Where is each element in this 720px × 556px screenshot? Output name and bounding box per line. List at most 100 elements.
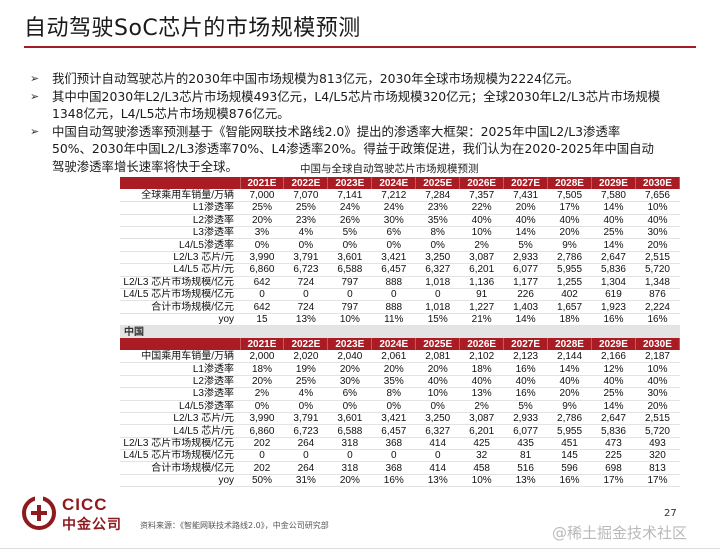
table-cell: 40% (547, 375, 592, 389)
bullet-line: 中国自动驾驶渗透率预测基于《智能网联技术路线2.0》提出的渗透率大框架：2025… (52, 123, 621, 139)
table-cell: 1,348 (635, 276, 680, 290)
table-cell: 25% (591, 226, 636, 240)
bullet-item: ➢ 其中中国2030年L2/L3芯片市场规模493亿元，L4/L5芯片市场规模32… (30, 88, 690, 123)
row-label: L4/L5 芯片市场规模/亿元 (120, 288, 240, 302)
logo-text-cn: 中金公司 (62, 517, 122, 533)
table-cell: 40% (547, 214, 592, 228)
table-cell: 619 (591, 288, 636, 302)
table-cell: 20% (327, 474, 372, 488)
table-row: L4/L5 芯片/元 6,860 6,723 6,588 6,457 6,327 6,201… (120, 263, 680, 277)
table-cell: 5,836 (591, 263, 636, 277)
year-header-cell: 2022E (283, 338, 329, 351)
header-blank-cell (120, 177, 241, 190)
table-row: L2渗透率 20% 23% 26% 30% 35% 40% 40% 40% 40% 40% (120, 214, 680, 228)
table-cell: 16% (503, 362, 548, 376)
row-label: 全球乘用车销量/万辆 (120, 189, 240, 203)
table-cell: 1,657 (547, 300, 592, 314)
row-label: 合计市场规模/亿元 (120, 461, 240, 475)
table-cell: 797 (327, 276, 372, 290)
table-cell: 50% (240, 474, 284, 488)
table-cell: 5,720 (635, 424, 680, 438)
table-cell: 888 (371, 300, 416, 314)
table-cell: 6,077 (503, 424, 548, 438)
table-cell: 7,070 (283, 189, 328, 203)
table-cell: 20% (547, 387, 592, 401)
table-cell: 5,720 (635, 263, 680, 277)
table-cell: 0 (283, 449, 328, 463)
table-row: L4/L5 芯片市场规模/亿元 0 0 0 0 0 91 226 402 619 876 (120, 288, 680, 302)
table-cell: 6,457 (371, 424, 416, 438)
table-row: 中国乘用车销量/万辆 2,000 2,020 2,040 2,061 2,081 2,102… (120, 350, 680, 364)
bullet-arrow-icon: ➢ (30, 72, 40, 85)
table-cell: 6,588 (327, 263, 372, 277)
table-cell: 13% (415, 474, 460, 488)
table-cell: 3,990 (240, 251, 284, 265)
table-cell: 24% (371, 201, 416, 215)
bullet-line: 1348亿元，L4/L5芯片市场规模876亿元。 (52, 106, 290, 121)
table-cell: 797 (327, 300, 372, 314)
table-cell: 3,791 (283, 412, 328, 426)
table-cell: 20% (240, 375, 284, 389)
table-cell: 6,327 (415, 263, 460, 277)
table-cell: 6,860 (240, 424, 284, 438)
table-cell: 2,933 (503, 251, 548, 265)
table-cell: 473 (591, 437, 636, 451)
table-cell: 10% (459, 226, 504, 240)
cicc-logo-icon (22, 496, 56, 530)
row-label: L2/L3 芯片市场规模/亿元 (120, 437, 240, 451)
table-cell: 16% (635, 313, 680, 327)
table-cell: 30% (371, 214, 416, 228)
table-cell: 3,421 (371, 412, 416, 426)
table-cell: 2,224 (635, 300, 680, 314)
table-cell: 15 (240, 313, 284, 327)
section-row-china: 中国 (120, 325, 680, 339)
table-cell: 3,250 (415, 412, 460, 426)
table-cell: 40% (459, 214, 504, 228)
table-cell: 2,647 (591, 251, 636, 265)
table-cell: 9% (547, 400, 592, 413)
table-cell: 3,087 (459, 412, 504, 426)
table-cell: 0 (371, 449, 416, 463)
table-cell: 0% (415, 400, 460, 413)
table-cell: 35% (371, 375, 416, 389)
table-cell: 10% (327, 313, 372, 327)
table-cell: 1,403 (503, 300, 548, 314)
year-header-cell: 2025E (415, 338, 461, 351)
table-cell: 1,255 (547, 276, 592, 290)
table-cell: 724 (283, 300, 328, 314)
table-cell: 3,601 (327, 412, 372, 426)
table-cell: 0% (327, 238, 372, 252)
table-cell: 1,923 (591, 300, 636, 314)
table-cell: 3,601 (327, 251, 372, 265)
table-cell: 7,431 (503, 189, 548, 203)
year-header-cell: 2027E (503, 177, 549, 190)
year-header-cell: 2021E (240, 177, 285, 190)
bullet-item: ➢ 中国自动驾驶渗透率预测基于《智能网联技术路线2.0》提出的渗透率大框架：202… (30, 123, 690, 176)
section-label: 中国 (120, 325, 680, 339)
table-cell: 12% (591, 362, 636, 376)
table-cell: 40% (503, 214, 548, 228)
row-label: yoy (120, 313, 240, 327)
table-cell: 0 (415, 288, 460, 302)
table-row: L2/L3 芯片/元 3,990 3,791 3,601 3,421 3,250 3,087… (120, 251, 680, 265)
table-cell: 435 (503, 437, 548, 451)
table-cell: 0 (371, 288, 416, 302)
table-cell: 3% (240, 226, 284, 240)
table-cell: 320 (635, 449, 680, 463)
table-cell: 20% (415, 362, 460, 376)
table-cell: 40% (415, 375, 460, 389)
table-cell: 516 (503, 461, 548, 475)
table-cell: 21% (459, 313, 504, 327)
table-cell: 25% (591, 387, 636, 401)
table-cell: 2% (240, 387, 284, 401)
table-cell: 2,020 (283, 350, 328, 364)
table-cell: 2,081 (415, 350, 460, 364)
table-cell: 10% (635, 201, 680, 215)
table-cell: 17% (547, 201, 592, 215)
table-cell: 18% (459, 362, 504, 376)
table-cell: 145 (547, 449, 592, 463)
table-row: L2/L3 芯片/元 3,990 3,791 3,601 3,421 3,250 3,087… (120, 412, 680, 426)
table-cell: 0% (240, 238, 284, 252)
table-cell: 14% (503, 313, 548, 327)
table-cell: 1,136 (459, 276, 504, 290)
